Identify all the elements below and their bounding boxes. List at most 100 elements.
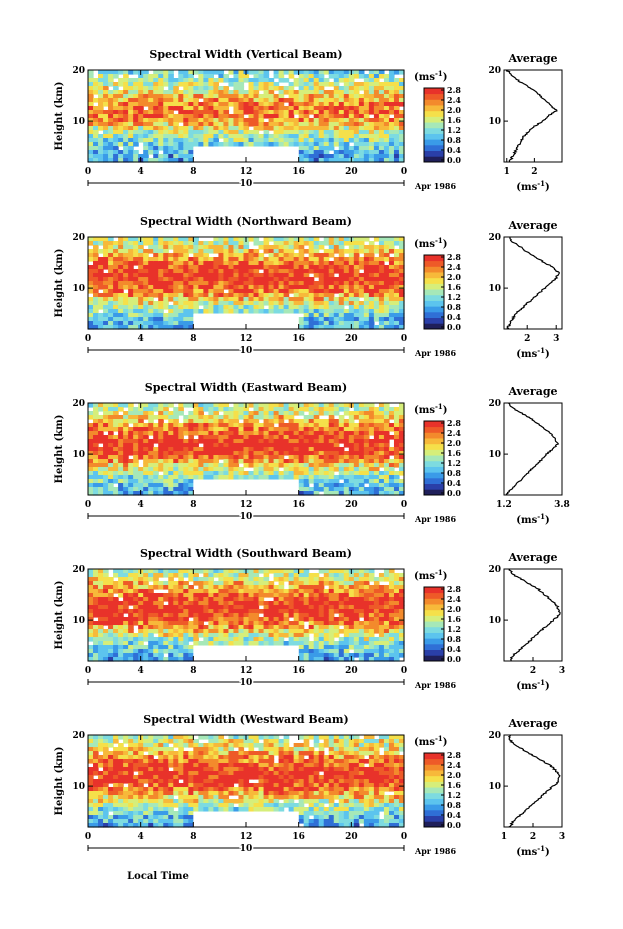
heatmap-cell <box>378 479 385 484</box>
heatmap-cell <box>298 451 305 456</box>
heatmap-cell <box>383 423 390 428</box>
heatmap-cell <box>123 158 129 163</box>
heatmap-cell <box>398 289 405 294</box>
heatmap-cell <box>173 289 179 294</box>
heatmap-cell <box>303 74 310 79</box>
heatmap-cell <box>128 415 134 420</box>
heatmap-cell <box>178 245 184 250</box>
heatmap-cell <box>213 407 220 412</box>
heatmap-cell <box>208 621 214 626</box>
heatmap-cell <box>178 237 184 242</box>
heatmap-cell <box>373 479 380 484</box>
heatmap-cell <box>248 142 255 147</box>
heatmap-cell <box>398 122 405 127</box>
heatmap-cell <box>268 277 275 282</box>
heatmap-cell <box>253 273 260 278</box>
heatmap-cell <box>103 649 109 654</box>
heatmap-cell <box>168 325 174 330</box>
heatmap-cell <box>398 265 405 270</box>
heatmap-cell <box>208 289 214 294</box>
heatmap-cell <box>383 447 390 452</box>
heatmap-cell <box>378 122 385 127</box>
heatmap-cell <box>393 94 400 99</box>
heatmap-cell <box>163 455 169 460</box>
heatmap-cell <box>88 301 94 306</box>
heatmap-cell <box>223 439 230 444</box>
heatmap-cell <box>378 411 385 416</box>
heatmap-cell <box>323 106 330 111</box>
heatmap-cell <box>163 241 169 246</box>
heatmap-cell <box>118 403 124 408</box>
heatmap-cell <box>248 451 255 456</box>
heatmap-cell <box>118 427 124 432</box>
heatmap-cell <box>383 122 390 127</box>
heatmap-cell <box>113 475 119 480</box>
heatmap-cell <box>133 293 139 298</box>
heatmap-cell <box>153 427 159 432</box>
heatmap-cell <box>113 74 119 79</box>
heatmap-cell <box>168 617 174 622</box>
heatmap-cell <box>148 621 154 626</box>
heatmap-cell <box>313 313 320 318</box>
heatmap-cell <box>328 82 335 87</box>
heatmap-cell <box>203 265 209 270</box>
heatmap-cell <box>258 106 265 111</box>
heatmap-cell <box>353 301 360 306</box>
heatmap-cell <box>123 74 129 79</box>
heatmap-cell <box>398 293 405 298</box>
heatmap-cell <box>313 110 320 115</box>
heatmap-cell <box>248 122 255 127</box>
heatmap-cell <box>188 483 194 488</box>
heatmap-cell <box>273 637 280 642</box>
heatmap-cell <box>98 459 104 464</box>
heatmap-cell <box>318 455 325 460</box>
heatmap-cell <box>118 317 124 322</box>
heatmap-cell <box>253 589 260 594</box>
heatmap-cell <box>323 122 330 127</box>
heatmap-cell <box>248 249 255 254</box>
heatmap-cell <box>253 249 260 254</box>
heatmap-cell <box>168 110 174 115</box>
heatmap-cell <box>208 74 214 79</box>
heatmap-cell <box>313 102 320 107</box>
heatmap-cell <box>183 281 189 286</box>
heatmap-cell <box>208 403 214 408</box>
heatmap-cell <box>168 443 174 448</box>
heatmap-cell <box>98 649 104 654</box>
heatmap-cell <box>183 293 189 298</box>
heatmap-cell <box>393 419 400 424</box>
heatmap-cell <box>383 285 390 290</box>
heatmap-cell <box>163 285 169 290</box>
heatmap-cell <box>138 78 144 83</box>
heatmap-cell <box>108 154 114 159</box>
heatmap-cell <box>318 301 325 306</box>
heatmap-cell <box>303 443 310 448</box>
heatmap-cell <box>233 122 240 127</box>
heatmap-cell <box>373 431 380 436</box>
heatmap-cell <box>113 253 119 258</box>
heatmap-cell <box>363 82 370 87</box>
heatmap-cell <box>98 110 104 115</box>
heatmap-cell <box>383 313 390 318</box>
heatmap-cell <box>393 301 400 306</box>
heatmap-cell <box>93 106 99 111</box>
heatmap-cell <box>213 641 220 646</box>
y-tick-label: 20 <box>72 233 85 243</box>
heatmap-cell <box>113 573 119 578</box>
heatmap-cell <box>303 439 310 444</box>
heatmap-cell <box>233 471 240 476</box>
heatmap-cell <box>363 114 370 119</box>
heatmap-cell <box>278 253 285 258</box>
heatmap-cell <box>398 305 405 310</box>
heatmap-cell <box>153 241 159 246</box>
heatmap-cell <box>348 297 355 302</box>
heatmap-cell <box>213 411 220 416</box>
heatmap-cell <box>303 423 310 428</box>
heatmap-cell <box>303 403 310 408</box>
heatmap-cell <box>378 94 385 99</box>
heatmap-cell <box>328 241 335 246</box>
heatmap-cell <box>223 625 230 630</box>
heatmap-cell <box>178 257 184 262</box>
heatmap-cell <box>168 130 174 135</box>
heatmap-cell <box>348 277 355 282</box>
